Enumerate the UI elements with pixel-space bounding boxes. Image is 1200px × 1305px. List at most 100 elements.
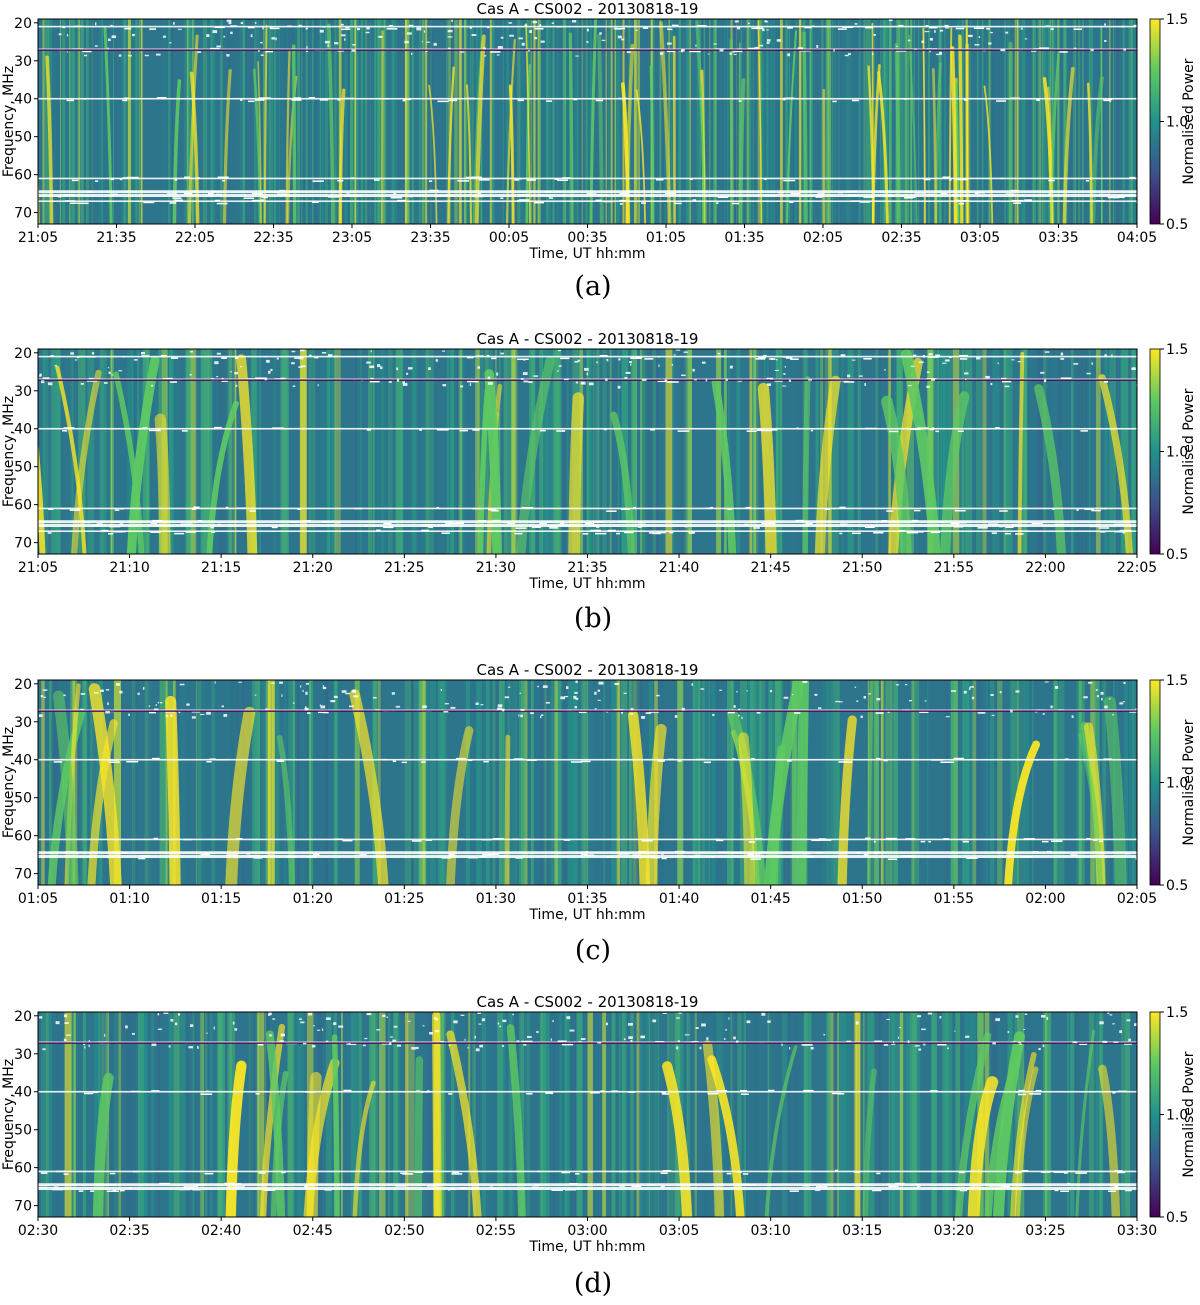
y-tick-label: 50 <box>14 1123 32 1139</box>
colorbar-tick-label: 0.5 <box>1166 547 1188 563</box>
x-axis-label: Time, UT hh:mm <box>528 576 645 592</box>
y-tick-label: 60 <box>14 829 32 845</box>
x-tick-label: 21:20 <box>293 560 333 576</box>
x-tick-label: 21:35 <box>567 560 607 576</box>
x-tick-label: 01:30 <box>476 891 516 907</box>
colorbar-tick-label: 1.5 <box>1166 673 1188 689</box>
panel-d: Cas A - CS002 - 20130818-19 20 30 40 50 60 70 0… <box>1 993 1197 1255</box>
colorbar-tick-label: 0.5 <box>1166 217 1188 233</box>
y-tick-label: 70 <box>14 206 32 222</box>
y-axis-label: Frequency, MHz <box>1 66 17 177</box>
x-tick-label: 21:25 <box>384 560 424 576</box>
y-tick-label: 70 <box>14 867 32 883</box>
spectrogram-image <box>38 349 1137 554</box>
chart-title: Cas A - CS002 - 20130818-19 <box>477 661 699 679</box>
x-tick-label: 01:25 <box>384 891 424 907</box>
x-tick-label: 02:50 <box>384 1223 424 1239</box>
x-tick-label: 03:10 <box>750 1223 790 1239</box>
x-tick-label: 22:35 <box>253 230 293 246</box>
x-tick-label: 03:35 <box>1038 230 1078 246</box>
y-axis-label: Frequency, MHz <box>1 727 17 838</box>
colorbar-tick-label: 1.0 <box>1166 1108 1188 1124</box>
colorbar-tick-label: 1.5 <box>1166 342 1188 358</box>
panel-c: Cas A - CS002 - 20130818-19 20 30 40 50 60 70 0… <box>1 661 1197 923</box>
colorbar-label: Normalised Power <box>1181 719 1197 845</box>
x-tick-label: 02:05 <box>803 230 843 246</box>
y-tick-label: 20 <box>14 677 32 693</box>
x-tick-label: 03:20 <box>934 1223 974 1239</box>
y-tick-label: 50 <box>14 130 32 146</box>
y-tick-label: 40 <box>14 422 32 438</box>
x-tick-label: 00:35 <box>567 230 607 246</box>
x-tick-label: 02:55 <box>476 1223 516 1239</box>
x-tick-label: 21:30 <box>476 560 516 576</box>
colorbar-tick-label: 1.0 <box>1166 115 1188 131</box>
x-tick-label: 21:40 <box>659 560 699 576</box>
colorbar-tick-label: 1.5 <box>1166 1005 1188 1021</box>
y-tick-label: 50 <box>14 791 32 807</box>
x-tick-label: 00:05 <box>489 230 529 246</box>
colorbar-label: Normalised Power <box>1181 388 1197 514</box>
x-tick-label: 01:50 <box>842 891 882 907</box>
x-tick-label: 01:05 <box>646 230 686 246</box>
y-tick-label: 60 <box>14 1161 32 1177</box>
spectrogram-image <box>38 1012 1137 1217</box>
x-tick-label: 23:05 <box>332 230 372 246</box>
y-tick-label: 40 <box>14 92 32 108</box>
x-tick-label: 23:35 <box>410 230 450 246</box>
colorbar-tick-label: 0.5 <box>1166 878 1188 894</box>
x-tick-label: 02:35 <box>109 1223 149 1239</box>
colorbar-tick-label: 1.0 <box>1166 445 1188 461</box>
y-tick-label: 30 <box>14 384 32 400</box>
x-tick-label: 03:05 <box>960 230 1000 246</box>
y-tick-label: 40 <box>14 753 32 769</box>
x-tick-label: 02:45 <box>293 1223 333 1239</box>
panel-caption-b: (b) <box>573 603 613 634</box>
y-tick-label: 60 <box>14 168 32 184</box>
spectrogram-image <box>38 19 1137 224</box>
x-axis-label: Time, UT hh:mm <box>528 907 645 923</box>
x-tick-label: 01:05 <box>18 891 58 907</box>
y-tick-label: 60 <box>14 498 32 514</box>
x-tick-label: 04:05 <box>1117 230 1157 246</box>
spectrogram-image <box>38 680 1137 885</box>
panel-caption-c: (c) <box>574 935 612 966</box>
x-tick-label: 01:45 <box>750 891 790 907</box>
x-tick-label: 01:20 <box>293 891 333 907</box>
x-tick-label: 03:00 <box>567 1223 607 1239</box>
x-tick-label: 22:05 <box>1117 560 1157 576</box>
x-tick-label: 22:05 <box>175 230 215 246</box>
y-tick-label: 40 <box>14 1085 32 1101</box>
colorbar-label: Normalised Power <box>1181 58 1197 184</box>
y-tick-label: 30 <box>14 715 32 731</box>
colorbar <box>1149 1011 1161 1218</box>
colorbar <box>1149 348 1161 555</box>
panel-b: Cas A - CS002 - 20130818-19 20 30 40 50 60 70 2… <box>1 330 1197 592</box>
colorbar <box>1149 679 1161 886</box>
y-tick-label: 30 <box>14 54 32 70</box>
y-tick-label: 30 <box>14 1047 32 1063</box>
x-tick-label: 01:40 <box>659 891 699 907</box>
x-tick-label: 02:40 <box>201 1223 241 1239</box>
x-tick-label: 01:35 <box>567 891 607 907</box>
x-tick-label: 01:10 <box>109 891 149 907</box>
panel-a: Cas A - CS002 - 20130818-19 20 30 40 50 60 70 2… <box>1 0 1197 262</box>
x-tick-label: 21:10 <box>109 560 149 576</box>
x-tick-label: 21:05 <box>18 230 58 246</box>
colorbar-label: Normalised Power <box>1181 1051 1197 1177</box>
x-tick-label: 02:00 <box>1025 891 1065 907</box>
x-axis-label: Time, UT hh:mm <box>528 246 645 262</box>
x-tick-label: 21:50 <box>842 560 882 576</box>
x-tick-label: 21:15 <box>201 560 241 576</box>
y-tick-label: 70 <box>14 536 32 552</box>
colorbar <box>1149 18 1161 225</box>
chart-title: Cas A - CS002 - 20130818-19 <box>477 993 699 1011</box>
x-tick-label: 02:35 <box>881 230 921 246</box>
x-tick-label: 03:30 <box>1117 1223 1157 1239</box>
x-tick-label: 02:05 <box>1117 891 1157 907</box>
x-tick-label: 02:30 <box>18 1223 58 1239</box>
x-tick-label: 03:05 <box>659 1223 699 1239</box>
y-tick-label: 70 <box>14 1199 32 1215</box>
